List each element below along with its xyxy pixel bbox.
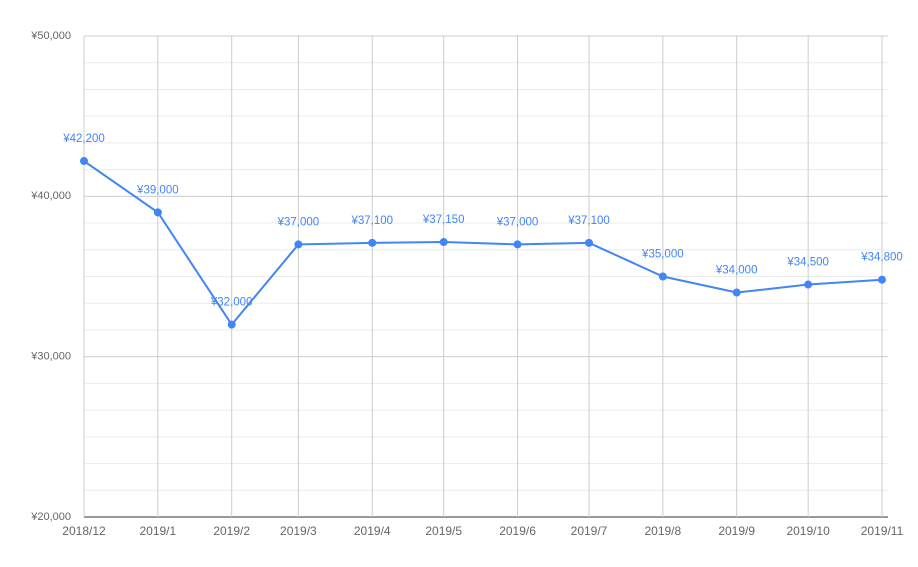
y-tick-label: ¥30,000 (30, 351, 71, 363)
y-tick-label: ¥50,000 (30, 30, 71, 42)
x-tick-label: 2019/9 (718, 524, 755, 538)
point (513, 240, 522, 249)
point (368, 238, 377, 247)
x-tick-label: 2019/3 (280, 524, 317, 538)
data-label: ¥37,000 (277, 216, 320, 228)
x-tick-label: 2019/2 (213, 524, 250, 538)
data-label: ¥34,000 (715, 265, 758, 277)
x-tick-label: 2018/12 (62, 524, 106, 538)
data-label: ¥34,800 (860, 252, 903, 264)
data-label: ¥32,000 (210, 297, 253, 309)
x-tick-label: 2019/11 (861, 524, 904, 538)
x-tick-label: 2019/6 (499, 524, 536, 538)
x-tick-label: 2019/10 (786, 524, 830, 538)
point (227, 320, 236, 329)
x-tick-label: 2019/7 (571, 524, 608, 538)
data-label: ¥39,000 (136, 184, 179, 196)
x-tick-label: 2019/1 (139, 524, 176, 538)
point (80, 157, 88, 166)
data-label: ¥37,100 (567, 215, 610, 227)
x-tick-label: 2019/8 (644, 524, 681, 538)
y-tick-label: ¥20,000 (30, 511, 71, 523)
point (732, 288, 741, 297)
data-label: ¥35,000 (641, 249, 684, 261)
y-tick-label: ¥40,000 (30, 190, 71, 202)
data-label: ¥34,500 (786, 257, 829, 269)
point (804, 280, 813, 289)
point (439, 238, 448, 247)
point (294, 240, 303, 249)
x-tick-label: 2019/4 (354, 524, 391, 538)
data-label: ¥42,200 (62, 133, 105, 145)
point (585, 238, 594, 247)
point (658, 272, 667, 281)
point (153, 208, 162, 217)
point (878, 275, 886, 284)
line (83, 160, 883, 327)
x-tick-label: 2019/5 (425, 524, 462, 538)
data-label: ¥37,150 (422, 214, 465, 226)
data-label: ¥37,000 (496, 216, 539, 228)
data-label: ¥37,100 (350, 215, 393, 227)
